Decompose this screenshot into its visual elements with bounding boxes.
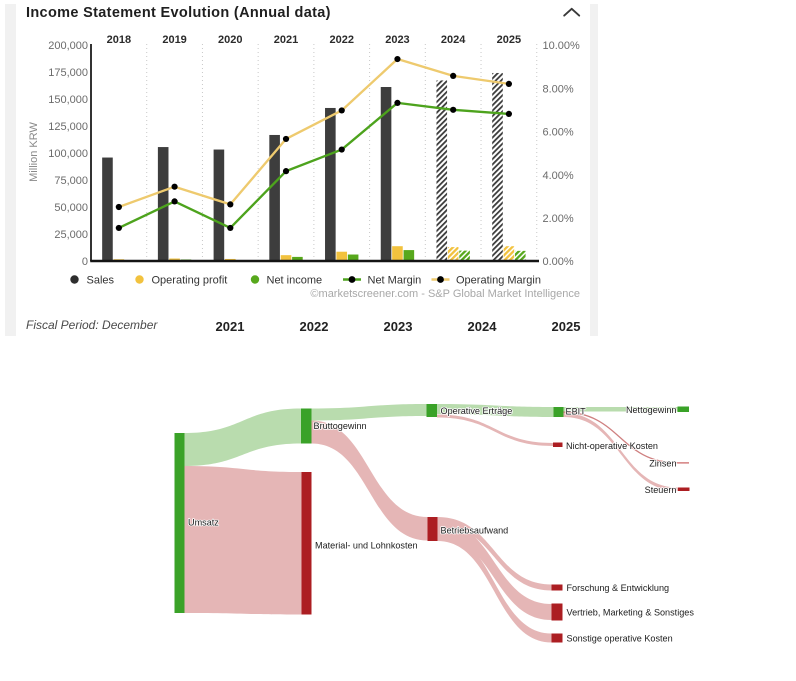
- svg-text:2024: 2024: [468, 319, 498, 334]
- svg-text:50,000: 50,000: [54, 202, 88, 214]
- svg-text:0: 0: [82, 256, 88, 268]
- svg-text:Material- und Lohnkosten: Material- und Lohnkosten: [315, 541, 418, 551]
- svg-text:©marketscreener.com - S&P Glob: ©marketscreener.com - S&P Global Market …: [310, 288, 580, 300]
- svg-text:Operative Erträge: Operative Erträge: [441, 406, 513, 416]
- svg-text:Bruttogewinn: Bruttogewinn: [314, 421, 367, 431]
- svg-text:8.00%: 8.00%: [543, 83, 574, 95]
- svg-text:125,000: 125,000: [48, 121, 88, 133]
- svg-text:Net income: Net income: [267, 274, 323, 286]
- svg-text:6.00%: 6.00%: [543, 127, 574, 139]
- svg-text:Umsatz: Umsatz: [188, 518, 219, 528]
- svg-text:Sales: Sales: [87, 274, 115, 286]
- svg-text:200,000: 200,000: [48, 40, 88, 52]
- svg-text:Million KRW: Million KRW: [28, 122, 40, 182]
- svg-text:Nicht-operative Kosten: Nicht-operative Kosten: [566, 441, 658, 451]
- svg-text:2022: 2022: [300, 319, 329, 334]
- svg-text:Zinsen: Zinsen: [649, 458, 676, 468]
- svg-text:150,000: 150,000: [48, 94, 88, 106]
- svg-text:75,000: 75,000: [54, 175, 88, 187]
- svg-text:2025: 2025: [497, 34, 521, 46]
- svg-text:Steuern: Steuern: [645, 485, 677, 495]
- svg-text:100,000: 100,000: [48, 148, 88, 160]
- svg-text:10.00%: 10.00%: [543, 40, 581, 52]
- svg-text:175,000: 175,000: [48, 67, 88, 79]
- svg-text:EBIT: EBIT: [566, 407, 587, 417]
- svg-text:2022: 2022: [329, 34, 353, 46]
- svg-text:Fiscal Period: December: Fiscal Period: December: [26, 318, 158, 332]
- svg-text:2018: 2018: [107, 34, 131, 46]
- svg-text:Net Margin: Net Margin: [368, 274, 422, 286]
- svg-text:Forschung & Entwicklung: Forschung & Entwicklung: [567, 583, 670, 593]
- svg-text:25,000: 25,000: [54, 229, 88, 241]
- svg-text:Sonstige operative Kosten: Sonstige operative Kosten: [567, 634, 673, 644]
- svg-text:2021: 2021: [216, 319, 245, 334]
- svg-text:Nettogewinn: Nettogewinn: [626, 405, 677, 415]
- svg-text:Betriebsaufwand: Betriebsaufwand: [441, 526, 509, 536]
- svg-text:Operating profit: Operating profit: [152, 274, 228, 286]
- svg-text:2019: 2019: [162, 34, 186, 46]
- svg-text:2025: 2025: [552, 319, 581, 334]
- svg-text:0.00%: 0.00%: [543, 256, 574, 268]
- svg-text:2020: 2020: [218, 34, 242, 46]
- svg-text:2021: 2021: [274, 34, 298, 46]
- svg-text:Vertrieb, Marketing & Sonstige: Vertrieb, Marketing & Sonstiges: [567, 608, 695, 618]
- svg-text:2023: 2023: [385, 34, 409, 46]
- svg-text:2024: 2024: [441, 34, 466, 46]
- svg-text:2.00%: 2.00%: [543, 213, 574, 225]
- svg-text:2023: 2023: [384, 319, 413, 334]
- svg-text:Operating Margin: Operating Margin: [456, 274, 541, 286]
- svg-text:4.00%: 4.00%: [543, 170, 574, 182]
